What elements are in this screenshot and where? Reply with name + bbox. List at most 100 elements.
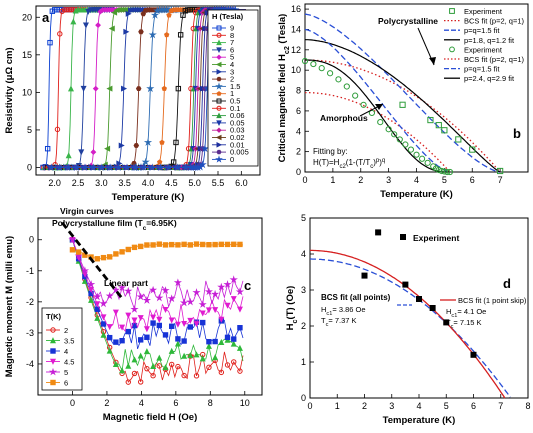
- data-point: [167, 294, 176, 303]
- legend-label: 6: [64, 379, 68, 388]
- legend-label: p=2.4, q=2.9 fit: [464, 74, 515, 83]
- data-point: [224, 302, 231, 309]
- outlier-point: [375, 229, 382, 236]
- data-point: [138, 29, 144, 35]
- annotation-formula: H(T)=Hc2(1-(T/Tc)p)q: [313, 158, 385, 170]
- data-point: [156, 316, 163, 323]
- data-point: [224, 241, 231, 248]
- data-point: [181, 352, 188, 359]
- x-tick-label: 4.5: [165, 178, 178, 188]
- data-point: [116, 160, 123, 167]
- data-point: [135, 86, 142, 91]
- annotation-amorphous: Amorphous: [320, 113, 368, 123]
- x-tick-label: 6.0: [235, 178, 248, 188]
- data-point: [212, 354, 219, 361]
- data-point: [173, 278, 182, 287]
- data-point: [162, 364, 169, 371]
- amorph-data-point: [444, 168, 451, 176]
- data-point: [95, 22, 101, 29]
- y-tick-label: 14: [291, 24, 301, 34]
- data-point: [156, 241, 163, 247]
- poly-data-point: [441, 127, 448, 134]
- data-point: [224, 334, 231, 341]
- x-tick-label: 1: [330, 175, 335, 185]
- legend-marker: [216, 47, 222, 54]
- data-point: [112, 309, 119, 316]
- data-point: [119, 367, 126, 374]
- data-point: [200, 319, 206, 326]
- legend-label: 0: [230, 155, 234, 164]
- series-T-6: [69, 241, 244, 262]
- data-point: [106, 163, 115, 171]
- amorph-data-point: [377, 119, 384, 126]
- data-point: [218, 241, 225, 248]
- legend-marker: [216, 112, 222, 119]
- amorph-data-point: [301, 57, 309, 65]
- data-point: [173, 163, 182, 171]
- legend: H (Tesla)987654321.510.50.10.060.050.030…: [207, 9, 259, 167]
- data-point: [181, 321, 188, 328]
- x-tick-label: 3.5: [118, 178, 131, 188]
- legend-marker: [216, 32, 222, 38]
- data-point: [118, 142, 125, 149]
- legend-label: 3.5: [64, 337, 74, 346]
- data-point: [144, 242, 150, 248]
- data-point: [156, 354, 163, 361]
- legend-label: 1.5: [230, 82, 240, 91]
- data-point: [113, 339, 119, 345]
- legend-marker: [449, 8, 455, 14]
- x-tick-label: 3.0: [95, 178, 108, 188]
- data-point: [94, 301, 101, 308]
- data-point: [81, 277, 88, 284]
- data-point: [156, 163, 165, 171]
- data-point: [187, 242, 194, 248]
- legend-marker: [449, 46, 455, 53]
- data-point: [131, 163, 140, 171]
- data-point: [170, 159, 177, 165]
- data-point: [90, 149, 97, 155]
- panel-letter-b: b: [513, 126, 521, 141]
- data-point: [130, 304, 139, 313]
- data-point: [87, 280, 96, 288]
- data-point: [162, 242, 169, 248]
- x-tick-label: 2.0: [48, 178, 61, 188]
- x-tick-label: 8: [525, 401, 530, 411]
- data-point: [168, 347, 175, 354]
- legend-marker: [215, 82, 223, 90]
- data-point: [78, 149, 85, 156]
- data-point: [169, 241, 175, 248]
- data-point: [136, 292, 145, 301]
- legend-label: 3: [230, 67, 234, 76]
- x-tick-label: 3: [389, 401, 394, 411]
- legend-label: 4: [64, 347, 68, 356]
- legend-label: p=q=1.5 fit: [464, 26, 500, 35]
- data-point: [150, 314, 157, 321]
- data-point: [193, 241, 200, 247]
- data-point: [150, 10, 160, 19]
- poly-data-point: [399, 101, 406, 108]
- amorph-data-point: [310, 60, 317, 68]
- poly-data-point: [435, 122, 442, 129]
- amorph-data-point: [343, 83, 350, 90]
- data-point: [164, 31, 170, 38]
- data-point: [69, 247, 76, 253]
- legend-marker: [216, 39, 222, 46]
- data-point: [181, 372, 187, 379]
- legend-marker: [216, 141, 223, 148]
- data-point: [361, 272, 368, 279]
- data-point: [88, 286, 95, 293]
- data-point: [55, 163, 64, 171]
- label-fit-blue: BCS fit (all points): [321, 293, 391, 302]
- data-point: [237, 368, 243, 374]
- data-point: [148, 163, 157, 171]
- data-point: [131, 317, 138, 324]
- x-tick-label: 2: [362, 401, 367, 411]
- data-point: [235, 287, 245, 296]
- annotation-polycrystalline: Polycrystalline: [378, 16, 438, 26]
- amorph-bcs-fit: [305, 91, 451, 173]
- legend-label: 8: [230, 31, 234, 40]
- y-tick-label: 1: [301, 357, 306, 367]
- data-point: [144, 365, 150, 372]
- amorph-data-point: [435, 166, 442, 174]
- data-point: [106, 347, 113, 354]
